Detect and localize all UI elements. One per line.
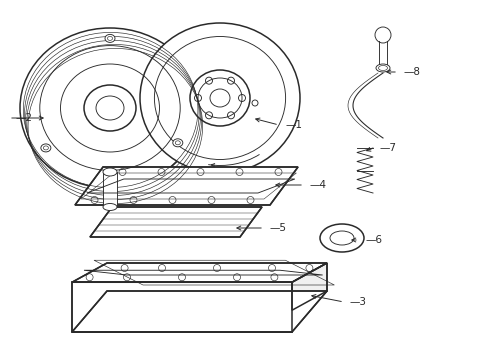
Ellipse shape [375,64,389,72]
Polygon shape [72,291,326,332]
Ellipse shape [103,168,117,176]
Text: —7: —7 [379,143,396,153]
Ellipse shape [41,144,51,152]
Circle shape [374,27,390,43]
Ellipse shape [329,231,353,245]
Text: —1: —1 [285,120,302,130]
Ellipse shape [172,139,183,147]
Polygon shape [72,282,291,332]
Polygon shape [75,167,297,205]
Ellipse shape [103,203,117,211]
Polygon shape [291,263,326,310]
Ellipse shape [319,224,363,252]
Polygon shape [103,172,117,207]
Text: —3: —3 [349,297,366,307]
Ellipse shape [84,85,136,131]
Ellipse shape [140,23,299,173]
Polygon shape [72,263,326,282]
Text: —6: —6 [364,235,381,245]
Text: —4: —4 [309,180,326,190]
Polygon shape [90,207,262,237]
Text: —2: —2 [15,113,32,123]
Ellipse shape [190,70,249,126]
Text: —8: —8 [403,67,420,77]
Ellipse shape [105,35,115,42]
Text: —5: —5 [269,223,286,233]
Ellipse shape [20,28,200,188]
